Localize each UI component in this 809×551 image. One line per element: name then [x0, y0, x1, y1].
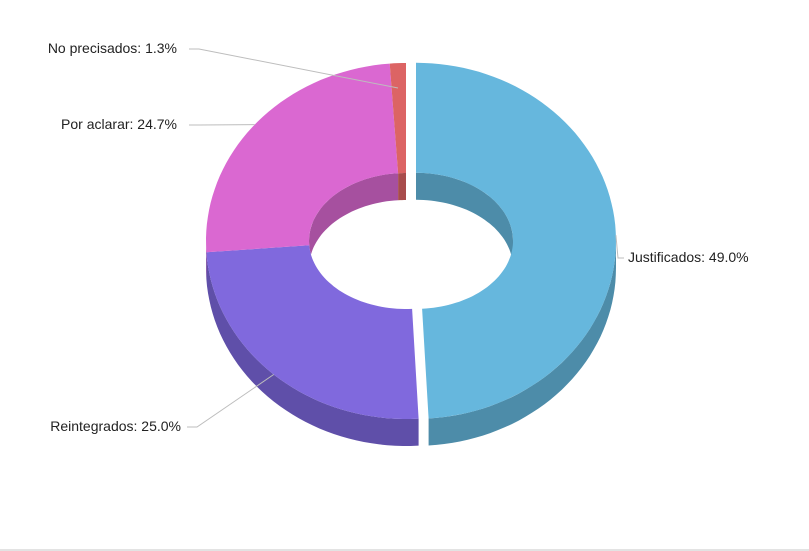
- data-label-no-precisados: No precisados: 1.3%: [48, 40, 177, 56]
- leader-line-justificados: [615, 235, 624, 259]
- slice-inner-wall-por-aclarar: [309, 173, 399, 268]
- slice-reintegrados[interactable]: [206, 245, 419, 419]
- slice-sides: [206, 240, 616, 446]
- slice-inner-wall-justificados: [416, 172, 513, 268]
- slice-tops: [206, 62, 616, 419]
- data-label-reintegrados: Reintegrados: 25.0%: [50, 418, 181, 434]
- slice-side-justificados: [428, 240, 616, 446]
- data-labels: Justificados: 49.0% Reintegrados: 25.0% Po…: [48, 40, 749, 434]
- slice-por-aclarar[interactable]: [206, 63, 399, 253]
- slice-inner-wall-no-precisados: [398, 173, 406, 201]
- slice-justificados[interactable]: [416, 62, 616, 419]
- slice-side-reintegrados: [206, 252, 419, 446]
- leader-line-no-precisados: [189, 48, 399, 89]
- slice-no-precisados[interactable]: [389, 63, 406, 174]
- leader-line-reintegrados: [187, 374, 274, 428]
- data-label-por-aclarar: Por aclarar: 24.7%: [61, 116, 177, 132]
- data-label-justificados: Justificados: 49.0%: [628, 249, 749, 265]
- bottom-divider: [0, 549, 809, 551]
